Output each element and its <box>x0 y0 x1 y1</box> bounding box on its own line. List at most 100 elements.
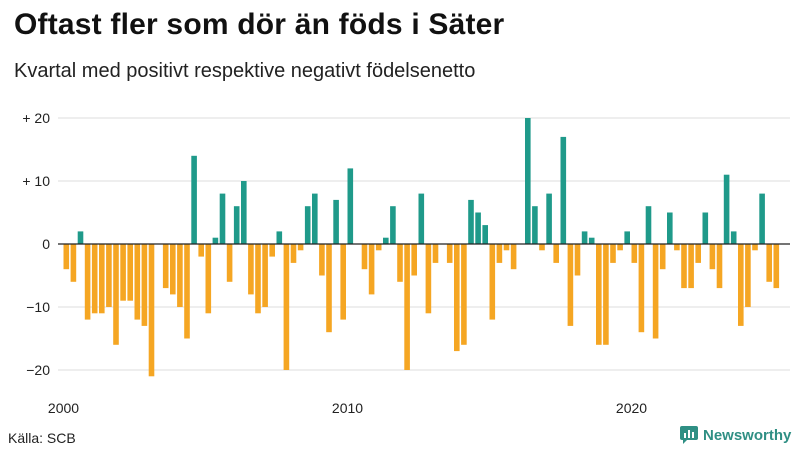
bar-negative <box>510 244 517 270</box>
x-tick-label: 2000 <box>48 400 79 416</box>
bar-negative <box>574 244 581 276</box>
bar-positive <box>560 136 567 244</box>
bar-negative <box>226 244 233 282</box>
bar-negative <box>773 244 780 289</box>
y-tick-label: −10 <box>26 299 50 315</box>
y-axis-labels: + 20 + 10 0 −10 −20 <box>22 110 50 378</box>
bar-negative <box>489 244 496 320</box>
bar-negative <box>361 244 368 270</box>
x-tick-label: 2010 <box>332 400 363 416</box>
chart-title: Oftast fler som dör än föds i Säter <box>14 8 505 41</box>
bar-negative <box>695 244 701 263</box>
bar-negative <box>461 244 467 345</box>
bar-negative <box>688 244 694 289</box>
y-tick-label: + 10 <box>22 173 50 189</box>
bar-positive <box>219 193 226 244</box>
bar-positive <box>759 193 765 244</box>
bar-negative <box>539 244 545 251</box>
bar-positive <box>525 118 531 244</box>
bar-negative <box>340 244 346 320</box>
chart-subtitle: Kvartal med positivt respektive negativt… <box>14 60 476 82</box>
bar-positive <box>723 174 730 244</box>
bar-negative <box>454 244 460 352</box>
bar-negative <box>70 244 77 282</box>
bar-negative <box>148 244 155 377</box>
bar-negative <box>368 244 375 295</box>
bar-negative <box>134 244 141 320</box>
bar-positive <box>418 193 425 244</box>
bar-negative <box>766 244 772 282</box>
brand-name: Newsworthy <box>703 426 792 444</box>
bar-negative <box>738 244 744 326</box>
bar-positive <box>624 231 630 244</box>
bar-negative <box>617 244 623 251</box>
bar-positive <box>482 225 488 244</box>
bar-positive <box>77 231 84 244</box>
bar-positive <box>667 212 673 244</box>
bar-negative <box>716 244 723 289</box>
bar-positive <box>532 206 538 244</box>
bar-negative <box>326 244 332 333</box>
bar-negative <box>99 244 105 314</box>
bar-negative <box>170 244 176 295</box>
bar-negative <box>127 244 133 301</box>
bar-negative <box>745 244 751 307</box>
bar-negative <box>681 244 687 289</box>
bar-negative <box>106 244 112 307</box>
bar-negative <box>610 244 616 263</box>
bar-negative <box>84 244 91 320</box>
bar-negative <box>603 244 609 345</box>
bar-negative <box>425 244 432 314</box>
bar-negative <box>446 244 453 263</box>
bar-negative <box>638 244 645 333</box>
newsworthy-logo-icon <box>680 426 698 444</box>
bar-negative <box>674 244 680 251</box>
bar-positive <box>588 237 595 244</box>
bar-negative <box>319 244 325 276</box>
bar-negative <box>184 244 190 339</box>
bar-positive <box>212 237 219 244</box>
bar-negative <box>120 244 126 301</box>
y-tick-label: 0 <box>42 236 50 252</box>
bar-negative <box>496 244 503 263</box>
bar-negative <box>567 244 574 326</box>
bar-negative <box>262 244 268 307</box>
bar-positive <box>347 168 354 244</box>
bar-negative <box>91 244 98 314</box>
bar-negative <box>652 244 659 339</box>
bar-negative <box>255 244 261 314</box>
bar-negative <box>709 244 716 270</box>
bar-positive <box>191 155 197 244</box>
bar-negative <box>397 244 403 282</box>
bar-negative <box>269 244 275 257</box>
bar-negative <box>63 244 70 270</box>
bar-negative <box>631 244 638 263</box>
bar-negative <box>162 244 169 289</box>
bar-negative <box>198 244 204 257</box>
bar-positive <box>333 199 339 244</box>
bar-positive <box>546 193 552 244</box>
bar-negative <box>596 244 602 345</box>
bar-positive <box>312 193 318 244</box>
source-note: Källa: SCB <box>8 430 76 446</box>
bar-negative <box>248 244 254 295</box>
bar-positive <box>475 212 481 244</box>
bar-positive <box>276 231 283 244</box>
x-axis-labels: 2000 2010 2020 <box>48 400 647 416</box>
bar-positive <box>702 212 709 244</box>
bar-positive <box>304 206 311 244</box>
bar-negative <box>297 244 304 251</box>
bar-negative <box>283 244 290 370</box>
bar-negative <box>113 244 119 345</box>
bars <box>63 118 780 377</box>
bar-positive <box>645 206 652 244</box>
bar-positive <box>383 237 389 244</box>
bar-positive <box>233 206 240 244</box>
bar-positive <box>730 231 737 244</box>
bar-negative <box>290 244 297 263</box>
bar-negative <box>205 244 212 314</box>
bar-positive <box>241 181 247 244</box>
bar-negative <box>411 244 417 276</box>
bar-negative <box>375 244 382 251</box>
